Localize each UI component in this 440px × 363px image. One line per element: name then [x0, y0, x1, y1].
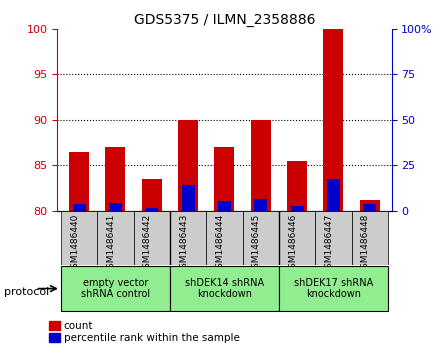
Bar — [178, 120, 198, 211]
Bar — [73, 204, 85, 211]
Text: GSM1486445: GSM1486445 — [252, 213, 261, 274]
Bar — [97, 211, 133, 265]
Text: protocol: protocol — [4, 287, 50, 297]
Text: shDEK14 shRNA
knockdown: shDEK14 shRNA knockdown — [185, 278, 264, 299]
Bar — [287, 160, 307, 211]
Bar — [242, 211, 279, 265]
Text: shDEK17 shRNA
knockdown: shDEK17 shRNA knockdown — [294, 278, 373, 299]
Bar — [218, 201, 231, 211]
Bar — [315, 211, 352, 265]
Text: GSM1486447: GSM1486447 — [324, 213, 334, 274]
Bar — [352, 211, 388, 265]
Text: empty vector
shRNA control: empty vector shRNA control — [81, 278, 150, 299]
Bar — [170, 266, 279, 311]
Bar — [360, 200, 380, 211]
Bar — [182, 185, 194, 211]
Text: GSM1486443: GSM1486443 — [179, 213, 188, 274]
Bar — [290, 206, 304, 211]
Bar — [109, 203, 122, 211]
Bar — [279, 211, 315, 265]
Legend: count, percentile rank within the sample: count, percentile rank within the sample — [49, 321, 240, 343]
Bar — [327, 179, 340, 211]
Bar — [142, 179, 162, 211]
Bar — [145, 208, 158, 211]
Text: GSM1486444: GSM1486444 — [216, 213, 224, 273]
Text: GSM1486440: GSM1486440 — [70, 213, 79, 274]
Bar — [69, 151, 89, 211]
Bar — [105, 147, 125, 211]
Bar — [206, 211, 242, 265]
Bar — [170, 211, 206, 265]
Bar — [133, 211, 170, 265]
Bar — [61, 211, 97, 265]
Bar — [279, 266, 388, 311]
Bar — [61, 266, 170, 311]
Text: GSM1486446: GSM1486446 — [288, 213, 297, 274]
Text: GSM1486441: GSM1486441 — [106, 213, 115, 274]
Bar — [323, 29, 344, 211]
Text: GSM1486448: GSM1486448 — [361, 213, 370, 274]
Title: GDS5375 / ILMN_2358886: GDS5375 / ILMN_2358886 — [134, 13, 315, 26]
Bar — [251, 120, 271, 211]
Bar — [214, 147, 235, 211]
Bar — [363, 204, 376, 211]
Bar — [254, 199, 267, 211]
Text: GSM1486442: GSM1486442 — [143, 213, 152, 273]
